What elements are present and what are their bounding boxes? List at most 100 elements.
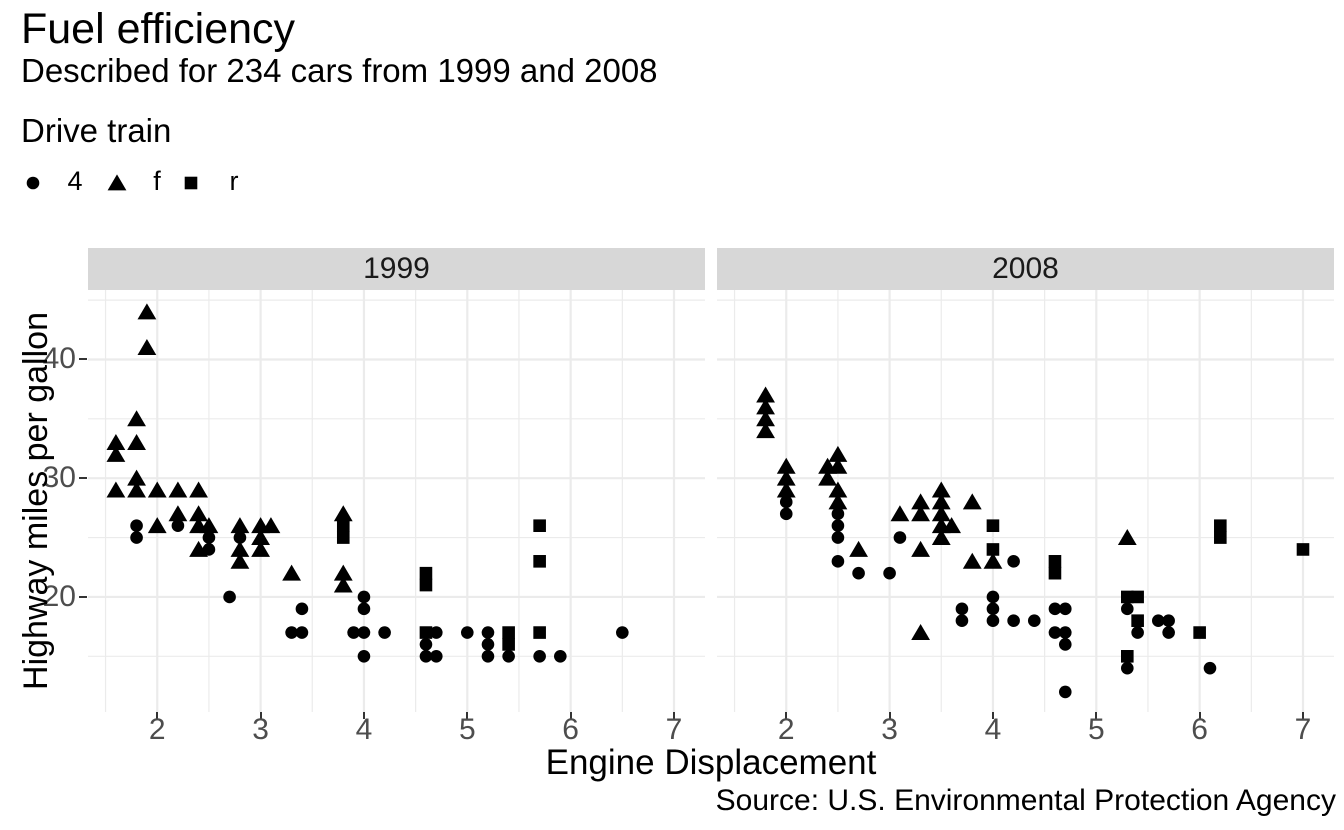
x-tick-mark xyxy=(672,712,675,719)
data-point-triangle xyxy=(818,469,837,486)
legend-item-label-r: r xyxy=(229,166,239,196)
data-point-circle xyxy=(554,650,567,663)
data-point-square xyxy=(1048,555,1062,568)
data-point-triangle xyxy=(828,481,848,498)
x-tick-label: 3 xyxy=(252,713,269,746)
data-point-triangle xyxy=(776,457,796,474)
x-tick-label: 5 xyxy=(458,713,476,746)
data-point-triangle xyxy=(1117,528,1137,545)
data-point-triangle xyxy=(828,445,848,462)
x-tick-mark xyxy=(1095,712,1098,719)
data-point-triangle xyxy=(230,517,250,534)
data-point-triangle xyxy=(230,552,250,569)
data-point-circle xyxy=(502,650,515,663)
facet-strip-label: 1999 xyxy=(363,252,430,285)
data-point-circle xyxy=(955,614,969,627)
data-point-triangle xyxy=(127,481,146,498)
data-point-circle xyxy=(171,519,185,532)
x-tick-mark xyxy=(362,712,365,719)
data-point-triangle xyxy=(911,505,930,522)
data-point-circle xyxy=(295,626,309,639)
data-point-circle xyxy=(1027,614,1041,627)
facet-panel-2008 xyxy=(717,290,1334,712)
data-point-circle xyxy=(429,650,443,663)
data-point-triangle xyxy=(890,505,910,522)
data-point-circle xyxy=(223,590,236,604)
data-point-triangle xyxy=(756,398,775,415)
data-point-triangle xyxy=(828,457,848,474)
x-tick-label: 4 xyxy=(355,713,373,746)
legend-marker-triangle-icon xyxy=(107,174,127,191)
x-tick-mark xyxy=(991,712,994,719)
data-point-circle xyxy=(1162,614,1175,627)
data-point-triangle xyxy=(137,303,157,320)
data-point-triangle xyxy=(776,481,796,498)
data-point-circle xyxy=(779,495,793,509)
data-point-square xyxy=(419,578,433,592)
data-point-circle xyxy=(1048,602,1062,616)
y-axis-title: Highway miles per gallon xyxy=(17,312,55,690)
data-point-circle xyxy=(1131,626,1144,639)
data-point-triangle xyxy=(189,505,208,522)
data-point-square xyxy=(502,638,515,651)
data-point-triangle xyxy=(168,481,188,498)
data-point-square xyxy=(1120,650,1134,663)
data-point-circle xyxy=(347,626,360,639)
data-point-triangle xyxy=(251,528,270,545)
data-point-circle xyxy=(202,543,216,556)
data-point-triangle xyxy=(199,517,219,534)
data-point-square xyxy=(986,543,1000,556)
data-point-circle xyxy=(429,626,443,639)
data-point-circle xyxy=(1058,626,1072,639)
x-tick-mark xyxy=(569,712,572,719)
data-point-square xyxy=(1214,519,1227,532)
data-point-square xyxy=(986,519,1000,532)
data-point-circle xyxy=(1203,661,1217,675)
data-point-square xyxy=(533,555,546,568)
data-point-triangle xyxy=(189,540,208,557)
facet-strip-1999: 1999 xyxy=(88,248,705,290)
data-point-circle xyxy=(831,531,845,544)
data-point-triangle xyxy=(147,517,167,534)
y-tick-mark xyxy=(79,358,87,361)
data-point-square xyxy=(1131,590,1144,604)
data-point-triangle xyxy=(333,564,353,581)
data-point-circle xyxy=(893,531,907,544)
data-point-circle xyxy=(481,626,495,639)
data-point-square xyxy=(419,566,433,580)
data-point-circle xyxy=(1162,626,1175,639)
data-point-square xyxy=(502,626,515,639)
data-point-square xyxy=(1120,590,1134,604)
data-point-circle xyxy=(1007,555,1020,568)
data-point-triangle xyxy=(983,552,1003,569)
data-point-triangle xyxy=(107,174,127,191)
data-point-circle xyxy=(26,176,40,190)
data-point-circle xyxy=(357,590,371,604)
data-point-circle xyxy=(202,531,216,544)
data-point-circle xyxy=(460,626,474,639)
data-point-triangle xyxy=(106,481,126,498)
data-point-square xyxy=(336,531,350,544)
data-point-circle xyxy=(831,555,845,568)
data-point-circle xyxy=(357,650,371,663)
data-point-circle xyxy=(883,566,896,580)
data-point-circle xyxy=(955,602,969,616)
data-point-triangle xyxy=(127,410,146,427)
data-point-triangle xyxy=(147,481,167,498)
data-point-triangle xyxy=(911,540,930,557)
x-tick-label: 4 xyxy=(984,713,1002,746)
facet-panel-1999 xyxy=(88,290,705,712)
x-tick-mark xyxy=(1301,712,1304,719)
data-point-circle xyxy=(419,638,433,651)
x-tick-label: 6 xyxy=(1191,713,1208,746)
data-point-square xyxy=(1296,543,1310,556)
data-point-triangle xyxy=(106,433,126,450)
data-point-circle xyxy=(1058,602,1072,616)
data-point-triangle xyxy=(776,469,796,486)
data-point-triangle xyxy=(333,576,353,593)
data-point-square xyxy=(1131,614,1144,627)
data-point-circle xyxy=(357,626,371,639)
data-point-triangle xyxy=(261,517,281,534)
data-point-triangle xyxy=(127,433,146,450)
data-point-circle xyxy=(779,507,793,521)
